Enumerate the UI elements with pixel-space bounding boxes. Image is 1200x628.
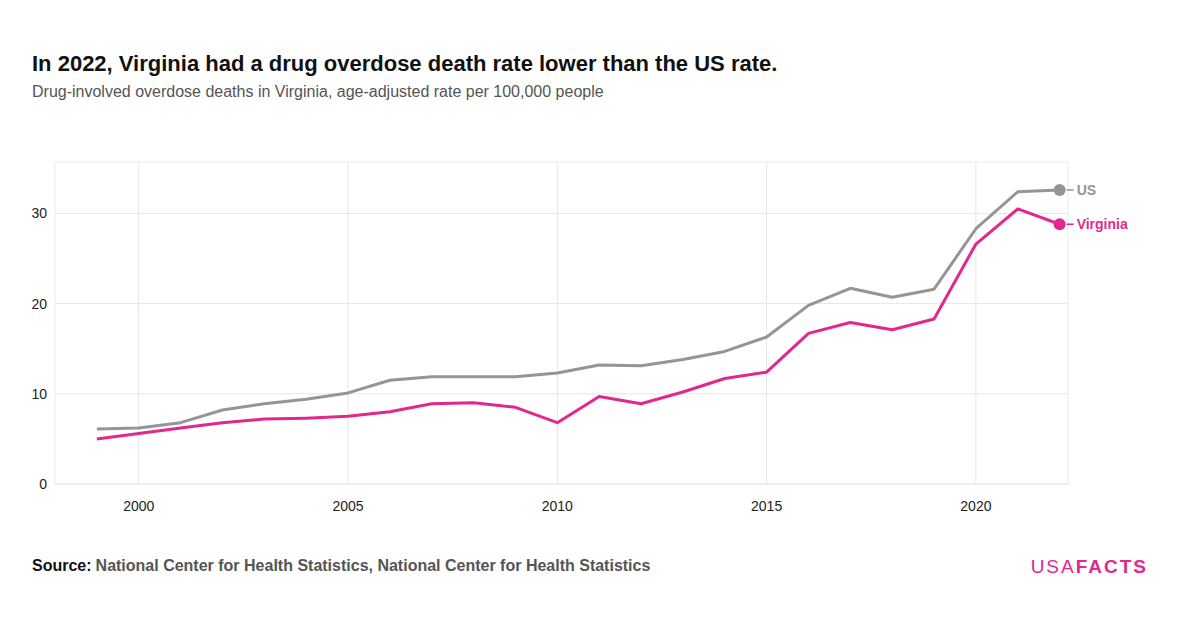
series-line: [97, 209, 1060, 439]
x-tick-label: 2020: [960, 498, 991, 514]
grid-line: [766, 162, 767, 484]
grid-line: [138, 162, 139, 484]
grid-line: [55, 303, 1068, 304]
grid-line: [55, 393, 1068, 394]
series-label: US: [1077, 182, 1096, 198]
series-line: [97, 190, 1060, 429]
x-tick-label: 2010: [542, 498, 573, 514]
y-tick-label: 0: [39, 476, 47, 492]
brand-part: FACTS: [1076, 556, 1148, 577]
subtitle: Drug-involved overdose deaths in Virgini…: [32, 83, 604, 100]
source: Source:National Center for Health Statis…: [32, 557, 650, 574]
brand-part: USA: [1031, 556, 1076, 577]
end-dot: [1054, 218, 1066, 230]
series-labels: US Virginia: [1067, 182, 1128, 232]
grid-line: [557, 162, 558, 484]
x-tick-label: 2005: [332, 498, 363, 514]
source-label: Source:: [32, 557, 92, 574]
plot-area: [97, 184, 1066, 439]
grid-line: [55, 213, 1068, 214]
grid-line: [975, 162, 976, 484]
grid-line: [348, 162, 349, 484]
chart: In 2022, Virginia had a drug overdose de…: [0, 0, 1200, 628]
x-tick-label: 2000: [123, 498, 154, 514]
title: In 2022, Virginia had a drug overdose de…: [32, 51, 777, 76]
label-leader: [1067, 189, 1074, 191]
plot-frame: [55, 162, 1068, 484]
y-tick-label: 20: [31, 296, 47, 312]
label-leader: [1067, 223, 1074, 225]
x-tick-label: 2015: [751, 498, 782, 514]
series-label: Virginia: [1077, 216, 1128, 232]
grid-line: [55, 484, 1068, 485]
y-tick-label: 30: [31, 205, 47, 221]
source-text: National Center for Health Statistics, N…: [96, 557, 651, 574]
brand: USAFACTS: [1031, 556, 1148, 577]
y-tick-label: 10: [31, 386, 47, 402]
end-dot: [1054, 184, 1066, 196]
